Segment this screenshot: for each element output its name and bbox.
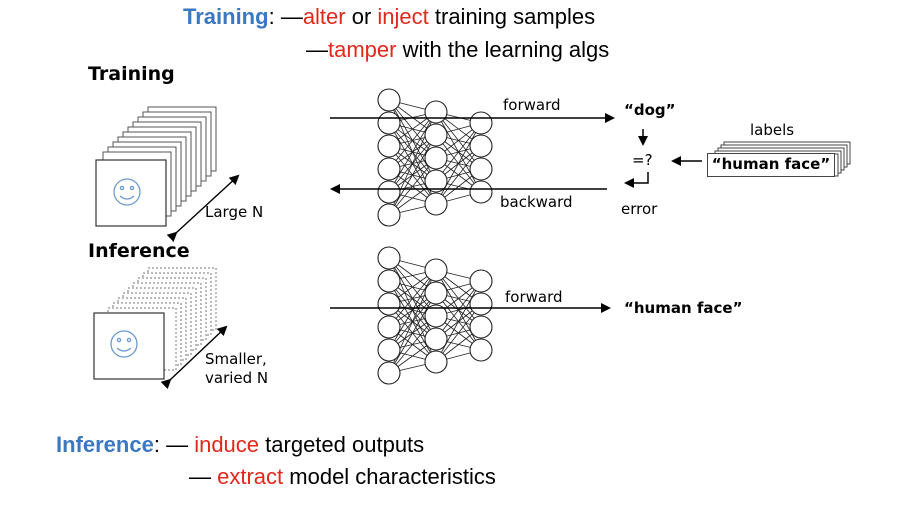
- term-alter: alter: [302, 4, 346, 29]
- network-neuron: [377, 111, 401, 135]
- inference-note-line2: — extract model characteristics: [189, 464, 496, 490]
- error-label: error: [621, 200, 658, 218]
- inference-output-label: “human face”: [624, 299, 743, 317]
- network-neuron: [377, 134, 401, 158]
- network-neuron: [377, 269, 401, 293]
- inference-heading: Inference: [88, 240, 190, 262]
- inference-note-line1: Inference: — induce targeted outputs: [56, 432, 424, 458]
- term-tamper: tamper: [328, 37, 397, 62]
- term-induce: induce: [194, 432, 260, 457]
- network-neuron: [377, 315, 401, 339]
- inference-sample-stack: [93, 267, 217, 380]
- network-neuron: [377, 292, 401, 316]
- neural-network-inference: [377, 246, 493, 385]
- training-heading: Training: [88, 63, 175, 85]
- inference-forward-label: forward: [505, 288, 563, 306]
- text-model-characteristics: model characteristics: [283, 464, 496, 489]
- training-sample-stack: [95, 106, 217, 227]
- network-connection: [435, 122, 482, 182]
- large-n-arrow: [166, 174, 240, 243]
- ground-truth-label-box: “human face”: [707, 153, 835, 177]
- forward-label: forward: [503, 96, 561, 114]
- network-connection: [388, 269, 437, 328]
- network-neuron: [377, 88, 401, 112]
- training-note-line1: Training: —alter or inject training samp…: [183, 4, 595, 30]
- neural-network-training: [377, 88, 493, 227]
- network-neuron: [424, 258, 448, 282]
- network-neuron: [377, 246, 401, 270]
- network-connection: [388, 111, 437, 170]
- network-neuron: [469, 315, 493, 339]
- term-inject: inject: [377, 4, 429, 29]
- network-neuron: [424, 327, 448, 351]
- inference-note-colon: :: [153, 432, 160, 457]
- smaller-n-label-line1: Smaller,: [205, 350, 267, 368]
- predicted-output-label: “dog”: [624, 101, 676, 119]
- network-neuron: [377, 203, 401, 227]
- backward-label: backward: [500, 193, 573, 211]
- network-neuron: [469, 180, 493, 204]
- network-neuron: [424, 100, 448, 124]
- ground-truth-label: “human face”: [711, 155, 831, 173]
- network-connection: [435, 280, 482, 363]
- network-connection: [388, 157, 437, 216]
- error-arrow: [624, 172, 649, 188]
- labels-heading: labels: [750, 121, 795, 139]
- compare-label: =?: [632, 151, 653, 169]
- smaller-n-label-line2: varied N: [205, 369, 269, 387]
- network-neuron: [424, 350, 448, 374]
- text-or: or: [345, 4, 378, 29]
- network-neuron: [377, 157, 401, 181]
- network-neuron: [469, 338, 493, 362]
- network-neuron: [377, 338, 401, 362]
- network-neuron: [469, 111, 493, 135]
- network-neuron: [377, 180, 401, 204]
- smaller-n-arrow: [160, 325, 228, 390]
- network-connection: [435, 303, 482, 363]
- large-n-label: Large N: [205, 203, 264, 221]
- training-note-line2: —tamper with the learning algs: [306, 37, 609, 63]
- network-connection: [388, 134, 437, 216]
- network-connection: [388, 111, 437, 193]
- text-training-samples: training samples: [428, 4, 596, 29]
- network-neuron: [469, 269, 493, 293]
- network-neuron: [469, 292, 493, 316]
- network-connection: [435, 145, 482, 205]
- network-connection: [435, 280, 482, 340]
- network-connection: [388, 315, 437, 374]
- network-neuron: [424, 169, 448, 193]
- network-neuron: [377, 361, 401, 385]
- network-neuron: [424, 146, 448, 170]
- smiley-face-icon: [110, 330, 138, 358]
- training-note-title: Training: [183, 4, 269, 29]
- text-targeted-outputs: targeted outputs: [259, 432, 425, 457]
- network-neuron: [424, 123, 448, 147]
- network-neuron: [424, 304, 448, 328]
- network-connection: [388, 269, 437, 351]
- dash: —: [306, 37, 328, 62]
- network-neuron: [469, 134, 493, 158]
- dash: —: [189, 464, 218, 489]
- dash: —: [166, 432, 195, 457]
- network-connection: [435, 122, 482, 205]
- network-neuron: [424, 192, 448, 216]
- network-neuron: [424, 281, 448, 305]
- inference-note-title: Inference: [56, 432, 154, 457]
- smiley-face-icon: [113, 178, 141, 206]
- text-learning-algs: with the learning algs: [396, 37, 610, 62]
- training-note-colon: :: [268, 4, 275, 29]
- network-neuron: [469, 157, 493, 181]
- term-extract: extract: [217, 464, 284, 489]
- network-connection: [388, 292, 437, 374]
- dash: —: [280, 4, 303, 29]
